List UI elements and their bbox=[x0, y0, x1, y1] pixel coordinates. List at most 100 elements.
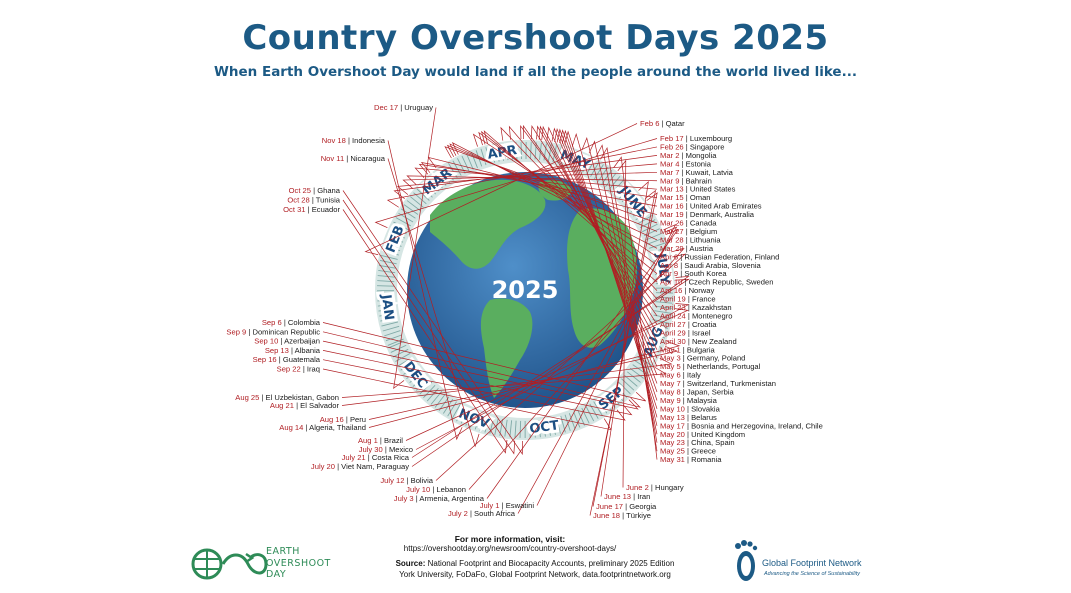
country-label: Aug 21 | El Salvador bbox=[270, 401, 340, 410]
land-north-america bbox=[430, 179, 546, 269]
country-name: | Slovakia bbox=[685, 404, 721, 413]
day-tick bbox=[377, 303, 395, 307]
country-name: | Ghana bbox=[311, 186, 341, 195]
overshoot-date: May 7 bbox=[660, 379, 681, 388]
day-tick bbox=[624, 374, 638, 387]
leader-line bbox=[364, 123, 638, 256]
country-label: Oct 25 | Ghana bbox=[289, 186, 341, 195]
country-name: | Luxembourg bbox=[684, 134, 732, 143]
source-label: Source: bbox=[395, 559, 426, 568]
day-tick bbox=[382, 250, 399, 256]
country-label: Sep 9 | Dominican Republic bbox=[226, 327, 320, 336]
source-line2: York University, FoDaFo, Global Footprin… bbox=[399, 570, 671, 579]
overshoot-date: June 18 bbox=[593, 511, 620, 520]
day-tick bbox=[377, 294, 395, 297]
day-tick bbox=[391, 226, 407, 235]
day-tick bbox=[564, 414, 571, 432]
country-name: | El Uzbekistan, Gabon bbox=[259, 393, 339, 402]
day-tick bbox=[655, 277, 673, 280]
day-tick bbox=[378, 264, 396, 269]
country-label: Apr 10 | Czech Republic, Sweden bbox=[660, 278, 773, 287]
day-tick bbox=[643, 344, 660, 353]
day-tick bbox=[465, 409, 473, 426]
leader-line bbox=[322, 350, 633, 416]
country-name: | Ecuador bbox=[306, 205, 341, 214]
overshoot-date: Nov 18 bbox=[322, 136, 346, 145]
country-name: | Dominican Republic bbox=[246, 327, 320, 336]
country-name: | Oman bbox=[684, 193, 711, 202]
overshoot-date: Mar 19 bbox=[660, 210, 684, 219]
country-label: June 13 | Iran bbox=[604, 492, 650, 501]
day-tick bbox=[461, 155, 470, 172]
overshoot-date: Sep 6 bbox=[262, 318, 282, 327]
land-south-america bbox=[480, 298, 533, 398]
country-label: April 19 | France bbox=[660, 295, 716, 304]
overshoot-date: April 30 bbox=[660, 337, 686, 346]
leader-line bbox=[406, 175, 658, 186]
leader-line bbox=[541, 125, 658, 350]
overshoot-date: July 10 bbox=[406, 485, 430, 494]
overshoot-date: July 12 bbox=[380, 476, 404, 485]
leader-line bbox=[341, 357, 673, 406]
day-tick bbox=[480, 148, 487, 166]
day-tick bbox=[547, 418, 551, 436]
country-label: July 3 | Armenia, Argentina bbox=[394, 494, 485, 503]
overshoot-date: July 1 bbox=[480, 501, 500, 510]
day-tick bbox=[452, 160, 462, 176]
leader-line bbox=[387, 158, 480, 448]
overshoot-date: Feb 17 bbox=[660, 134, 684, 143]
leader-line bbox=[588, 140, 658, 435]
overshoot-date: June 17 bbox=[596, 502, 623, 511]
country-name: | Montenegro bbox=[686, 311, 733, 320]
day-tick bbox=[509, 420, 513, 438]
overshoot-date: Sep 16 bbox=[253, 355, 277, 364]
country-name: | Canada bbox=[684, 219, 718, 228]
eod-line2: OVERSHOOT bbox=[266, 557, 331, 569]
country-label: Aug 14 | Algeria, Thailand bbox=[279, 423, 366, 432]
overshoot-date: Apr 10 bbox=[660, 278, 682, 287]
country-label: Sep 22 | Iraq bbox=[277, 365, 320, 374]
overshoot-date: April 24 bbox=[660, 311, 686, 320]
leader-line bbox=[322, 340, 639, 410]
day-tick bbox=[385, 240, 402, 247]
country-name: | Tunisia bbox=[310, 196, 341, 205]
day-tick bbox=[384, 330, 401, 337]
day-tick bbox=[645, 340, 662, 348]
day-tick bbox=[514, 420, 517, 438]
country-label: Apr 6 | Russian Federation, Finland bbox=[660, 252, 779, 261]
leader-line bbox=[600, 146, 658, 452]
day-tick bbox=[504, 419, 508, 437]
overshoot-date: May 31 bbox=[660, 455, 685, 464]
country-name: | Bolivia bbox=[404, 476, 433, 485]
country-name: | Eswatini bbox=[500, 501, 535, 510]
overshoot-date: Nov 11 bbox=[321, 154, 345, 163]
day-tick bbox=[390, 344, 407, 353]
day-tick bbox=[415, 378, 430, 391]
country-label: Sep 6 | Colombia bbox=[262, 318, 321, 327]
leader-line bbox=[393, 155, 658, 200]
country-label: June 18 | Türkiye bbox=[593, 511, 651, 520]
country-label: Nov 11 | Nicaragua bbox=[321, 154, 386, 163]
country-name: | Kazakhstan bbox=[686, 303, 732, 312]
country-label: Oct 31 | Ecuador bbox=[283, 205, 340, 214]
overshoot-date: July 21 bbox=[342, 453, 366, 462]
leader-line bbox=[411, 278, 690, 458]
overshoot-date: Apr 9 bbox=[660, 269, 678, 278]
day-tick bbox=[515, 142, 518, 160]
day-tick bbox=[447, 401, 457, 417]
country-name: | Croatia bbox=[686, 320, 717, 329]
info-url[interactable]: https://overshootday.org/newsroom/countr… bbox=[403, 544, 617, 553]
country-name: | Greece bbox=[685, 447, 716, 456]
center-year-label: 2025 bbox=[492, 276, 559, 304]
country-name: | Mexico bbox=[383, 445, 413, 454]
country-name: | Lebanon bbox=[430, 485, 466, 494]
day-tick bbox=[533, 420, 536, 438]
day-tick bbox=[654, 267, 672, 271]
day-tick bbox=[586, 159, 596, 175]
country-label: Mar 2 | Mongolia bbox=[660, 151, 717, 160]
leader-line bbox=[554, 127, 658, 376]
day-tick bbox=[400, 360, 416, 371]
country-label: May 10 | Slovakia bbox=[660, 404, 721, 413]
country-name: | Czech Republic, Sweden bbox=[682, 278, 773, 287]
day-tick bbox=[655, 301, 673, 304]
